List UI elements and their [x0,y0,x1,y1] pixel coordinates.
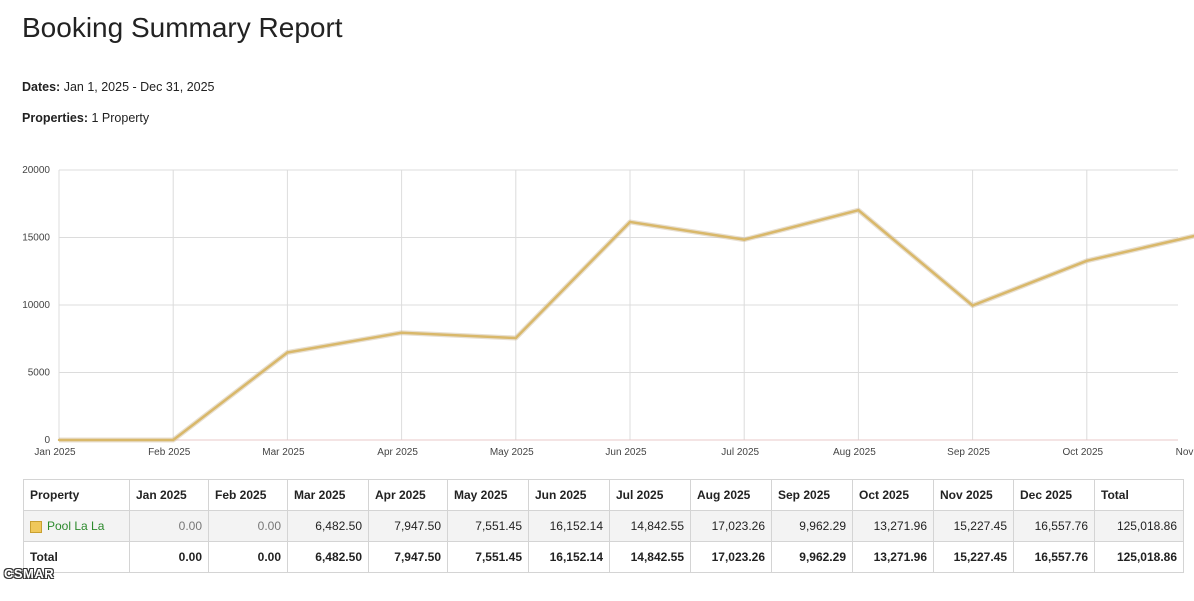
column-header[interactable]: Nov 2025 [933,479,1014,511]
value-cell: 6,482.50 [287,510,369,542]
watermark: CSMAR [4,566,55,581]
column-header[interactable]: Feb 2025 [208,479,288,511]
properties-label: Properties: [22,111,88,125]
column-header[interactable]: May 2025 [447,479,529,511]
x-tick-label: Nov 2025 [1176,447,1194,458]
total-cell: 16,557.76 [1013,541,1095,573]
total-cell: 125,018.86 [1094,541,1184,573]
date-range: Dates: Jan 1, 2025 - Dec 31, 2025 [22,80,215,94]
total-cell: 17,023.26 [690,541,772,573]
x-tick-label: Jul 2025 [721,447,759,458]
legend-swatch-icon [30,520,42,533]
x-tick-label: Feb 2025 [148,447,191,458]
table-header-row: Property Jan 2025 Feb 2025 Mar 2025 Apr 2025… [23,479,1184,511]
value-cell: 16,557.76 [1013,510,1095,542]
x-tick-label: Oct 2025 [1063,447,1104,458]
properties-filter: Properties: 1 Property [22,111,149,125]
x-tick-label: Jan 2025 [34,447,76,458]
column-header[interactable]: Total [1094,479,1184,511]
total-cell: 15,227.45 [933,541,1014,573]
properties-value: 1 Property [91,111,150,125]
property-link[interactable]: Pool La La [47,519,105,533]
column-header[interactable]: Dec 2025 [1013,479,1095,511]
value-cell: 16,152.14 [528,510,610,542]
table-row: Pool La La 0.00 0.00 6,482.50 7,947.50 7,551.… [23,510,1184,542]
value-cell: 9,962.29 [771,510,853,542]
y-tick-label: 20000 [22,165,50,176]
x-tick-label: Apr 2025 [377,447,418,458]
column-header[interactable]: Mar 2025 [287,479,369,511]
value-cell: 125,018.86 [1094,510,1184,542]
y-tick-label: 5000 [28,368,51,379]
data-point [400,331,403,334]
total-cell: 16,152.14 [528,541,610,573]
value-cell: 7,947.50 [368,510,448,542]
data-point [857,208,860,212]
page-title: Booking Summary Report [22,12,343,43]
total-cell: 0.00 [208,541,288,573]
column-header[interactable]: Jul 2025 [609,479,691,511]
booking-summary-table: Property Jan 2025 Feb 2025 Mar 2025 Apr 2025… [23,479,1184,573]
total-row: Total 0.00 0.00 6,482.50 7,947.50 7,551.45 16,… [23,541,1184,573]
series-line [59,208,1194,442]
data-point [971,304,974,307]
data-point [743,238,746,241]
total-cell: 9,962.29 [771,541,853,573]
y-tick-label: 10000 [22,300,50,311]
x-tick-label: Jun 2025 [605,447,647,458]
data-point [628,220,632,224]
data-point [514,336,517,340]
x-tick-label: Sep 2025 [947,447,990,458]
dates-value: Jan 1, 2025 - Dec 31, 2025 [63,80,215,94]
y-tick-label: 0 [44,435,50,446]
column-header[interactable]: Jun 2025 [528,479,610,511]
value-cell: 0.00 [208,510,288,542]
x-tick-label: Aug 2025 [833,447,876,458]
series-line-shadow [59,207,1194,443]
value-cell: 0.00 [129,510,209,542]
value-cell: 13,271.96 [852,510,934,542]
total-label: Total [23,541,130,573]
data-point [1085,259,1089,263]
column-header[interactable]: Aug 2025 [690,479,772,511]
x-tick-label: May 2025 [490,447,534,458]
column-header[interactable]: Jan 2025 [129,479,209,511]
total-cell: 0.00 [129,541,209,573]
total-cell: 7,947.50 [368,541,448,573]
column-header: Property [23,479,130,511]
dates-label: Dates: [22,80,61,94]
data-point [172,438,175,442]
total-cell: 6,482.50 [287,541,369,573]
total-cell: 14,842.55 [609,541,691,573]
value-cell: 14,842.55 [609,510,691,542]
column-header[interactable]: Oct 2025 [852,479,934,511]
value-cell: 7,551.45 [447,510,529,542]
column-header[interactable]: Apr 2025 [368,479,448,511]
data-point [286,351,289,354]
value-cell: 15,227.45 [933,510,1014,542]
data-point [57,438,61,442]
booking-line-chart: 0 5000 10000 15000 20000 Jan 2025 Feb 2025 Mar … [22,165,1194,458]
value-cell: 17,023.26 [690,510,772,542]
property-cell: Pool La La [23,510,130,542]
total-cell: 7,551.45 [447,541,529,573]
column-header[interactable]: Sep 2025 [771,479,853,511]
x-tick-label: Mar 2025 [262,447,305,458]
y-tick-label: 15000 [22,233,50,244]
total-cell: 13,271.96 [852,541,934,573]
